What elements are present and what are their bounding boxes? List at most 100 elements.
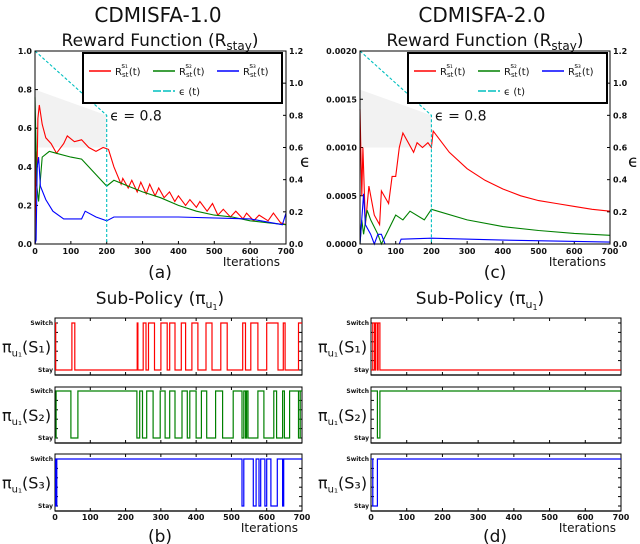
legend-label-s1: Rsts₁(t): [115, 62, 141, 79]
subplot-S1: Switch Stay πu₁(S₁): [318, 317, 622, 376]
x-tick-label: 700: [278, 247, 295, 256]
subplot-frame: [54, 386, 303, 444]
series-line-eps: [34, 50, 108, 244]
shaded-region: [35, 89, 107, 148]
x-tick-label: 500: [206, 247, 223, 256]
subplot-frame: [370, 453, 622, 512]
y-tick-label: 0.0015: [326, 95, 357, 104]
series-line-s2: [34, 97, 287, 226]
y2-tick-label: 0.2: [289, 208, 303, 217]
x-tick-label: 400: [506, 513, 523, 522]
reward-title-a: Reward Function (Rstay): [62, 31, 259, 53]
y-tick-label: 0.6: [18, 124, 33, 133]
y2-tick-label: 0.8: [289, 111, 304, 120]
policy-step-line-S3: [371, 458, 621, 507]
x-tick-label: 600: [566, 247, 583, 256]
series-line-s3: [34, 157, 287, 245]
chart-a: 0 100 200 300 400 500 600 7000.00.20.40.60.81.0…: [18, 47, 304, 256]
xlabel-a: Iterations: [223, 255, 280, 269]
x-tick-label: 300: [134, 247, 151, 256]
x-tick-label: 100: [398, 513, 415, 522]
x-tick-label: 100: [82, 513, 99, 522]
xlabel-b: Iterations: [241, 521, 298, 535]
y2-tick-label: 0.6: [613, 144, 628, 153]
x-tick-label: 500: [530, 247, 547, 256]
epsilon-annotation: ϵ = 0.8: [110, 108, 162, 124]
epsilon-annotation: ϵ = 0.8: [435, 108, 487, 124]
x-tick-label: 400: [188, 513, 205, 522]
legend-box: [82, 52, 283, 104]
subplot-S1: Switch Stay πu₁(S₁): [2, 317, 303, 376]
y-tick-label: 0.0: [18, 240, 33, 249]
x-tick-label: 500: [541, 513, 558, 522]
level-label-switch: Switch: [346, 456, 369, 463]
y2-tick-label: 0.8: [613, 111, 628, 120]
x-tick-label: 700: [602, 247, 619, 256]
legend-label-s3: Rsts₃(t): [243, 62, 269, 79]
x-tick-label: 400: [170, 247, 187, 256]
x-tick-label: 0: [32, 247, 38, 256]
x-tick-label: 200: [98, 247, 115, 256]
y-tick-label: 0.0020: [326, 47, 357, 56]
series-line-s3: [359, 193, 611, 246]
legend-c: Rsts₁(t) Rsts₂(t) Rsts₃(t) ϵ (t): [407, 52, 608, 104]
policy-step-line-S2: [371, 390, 621, 439]
policy-ylabel: πu₁(S₃): [2, 474, 51, 496]
xlabel-d: Iterations: [559, 521, 616, 535]
legend-label-s1: Rsts₁(t): [440, 62, 466, 79]
policy-step-line-S1: [55, 322, 302, 371]
shaded-region: [360, 89, 432, 148]
level-label-stay: Stay: [38, 367, 53, 374]
y2label-c: ϵ: [628, 152, 638, 172]
x-tick-label: 700: [613, 513, 630, 522]
series-line-s1: [34, 104, 287, 245]
chart-c: 0 100 200 300 400 500 600 700 0.0000 0.0005 0.0010…: [326, 47, 627, 256]
x-tick-label: 300: [459, 247, 476, 256]
x-tick-label: 600: [258, 513, 275, 522]
x-tick-label: 300: [470, 513, 487, 522]
policy-title-d: Sub-Policy (πu1): [416, 289, 544, 312]
chart-d: SwitchStayπu₁(S₁)SwitchStayπu₁(S₂)Switch…: [318, 317, 630, 522]
level-label-switch: Switch: [30, 456, 53, 463]
subplot-S2: Switch Stay πu₁(S₂): [318, 386, 622, 444]
y2-tick-label: 0.4: [613, 176, 628, 185]
x-tick-label: 500: [223, 513, 240, 522]
y2-tick-label: 0.2: [613, 208, 627, 217]
y2-tick-label: 1.2: [289, 47, 303, 56]
x-tick-label: 100: [63, 247, 80, 256]
subplot-frame: [370, 386, 622, 444]
level-label-stay: Stay: [354, 367, 369, 374]
series-line-eps: [359, 50, 432, 244]
chart-b: SwitchStayπu₁(S₁)SwitchStayπu₁(S₂)Switch…: [2, 317, 311, 522]
series-line-s1: [359, 108, 611, 227]
subplot-frame: [54, 317, 303, 376]
x-tick-label: 200: [117, 513, 134, 522]
x-tick-label: 600: [242, 247, 259, 256]
caption-b: (b): [148, 527, 172, 544]
legend-label-s3: Rsts₃(t): [568, 62, 594, 79]
policy-step-line-S1: [371, 322, 621, 371]
y-tick-label: 0.0005: [326, 192, 357, 201]
y2-tick-label: 1.0: [613, 79, 628, 88]
level-label-switch: Switch: [30, 320, 53, 327]
xlabel-c: Iterations: [549, 255, 606, 269]
x-tick-label: 700: [294, 513, 311, 522]
caption-d: (d): [483, 527, 507, 544]
subplot-S3: Switch Stay πu₁(S₃): [2, 453, 303, 512]
x-tick-label: 300: [153, 513, 170, 522]
y2-tick-label: 0.0: [613, 240, 628, 249]
policy-step-line-S2: [55, 390, 302, 439]
y2-tick-label: 0.6: [289, 144, 304, 153]
policy-ylabel: πu₁(S₂): [2, 406, 51, 428]
legend-a: Rsts₁(t) Rsts₂(t) Rsts₃(t) ϵ (t): [82, 52, 283, 104]
subplot-frame: [370, 317, 622, 376]
legend-label-s2: Rsts₂(t): [504, 62, 530, 79]
x-tick-label: 0: [52, 513, 58, 522]
left-title: CDMISFA-1.0: [94, 3, 221, 27]
level-label-stay: Stay: [354, 435, 369, 442]
policy-ylabel: πu₁(S₂): [318, 406, 367, 428]
y-tick-label: 0.8: [18, 86, 33, 95]
policy-ylabel: πu₁(S₁): [318, 338, 367, 360]
plot-frame: [34, 50, 287, 245]
